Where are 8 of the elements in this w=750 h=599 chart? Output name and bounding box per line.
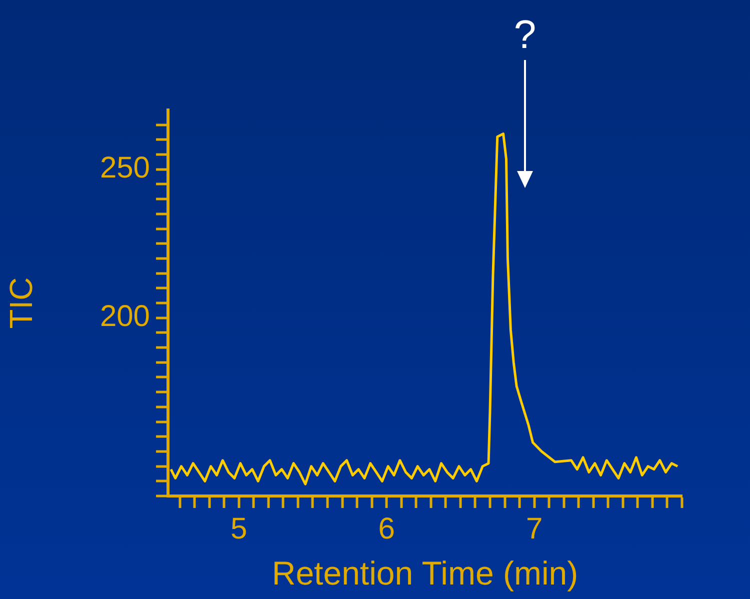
x-tick-label: 5 [230, 512, 248, 546]
y-tick-label: 250 [100, 152, 150, 185]
x-tick-label: 6 [378, 512, 395, 546]
y-axis-title: TIC [3, 277, 40, 329]
y-tick-label: 200 [100, 300, 150, 334]
text: ? [514, 13, 536, 57]
x-tick-label: 7 [526, 512, 543, 546]
x-axis-title: Retention Time (min) [272, 554, 578, 592]
